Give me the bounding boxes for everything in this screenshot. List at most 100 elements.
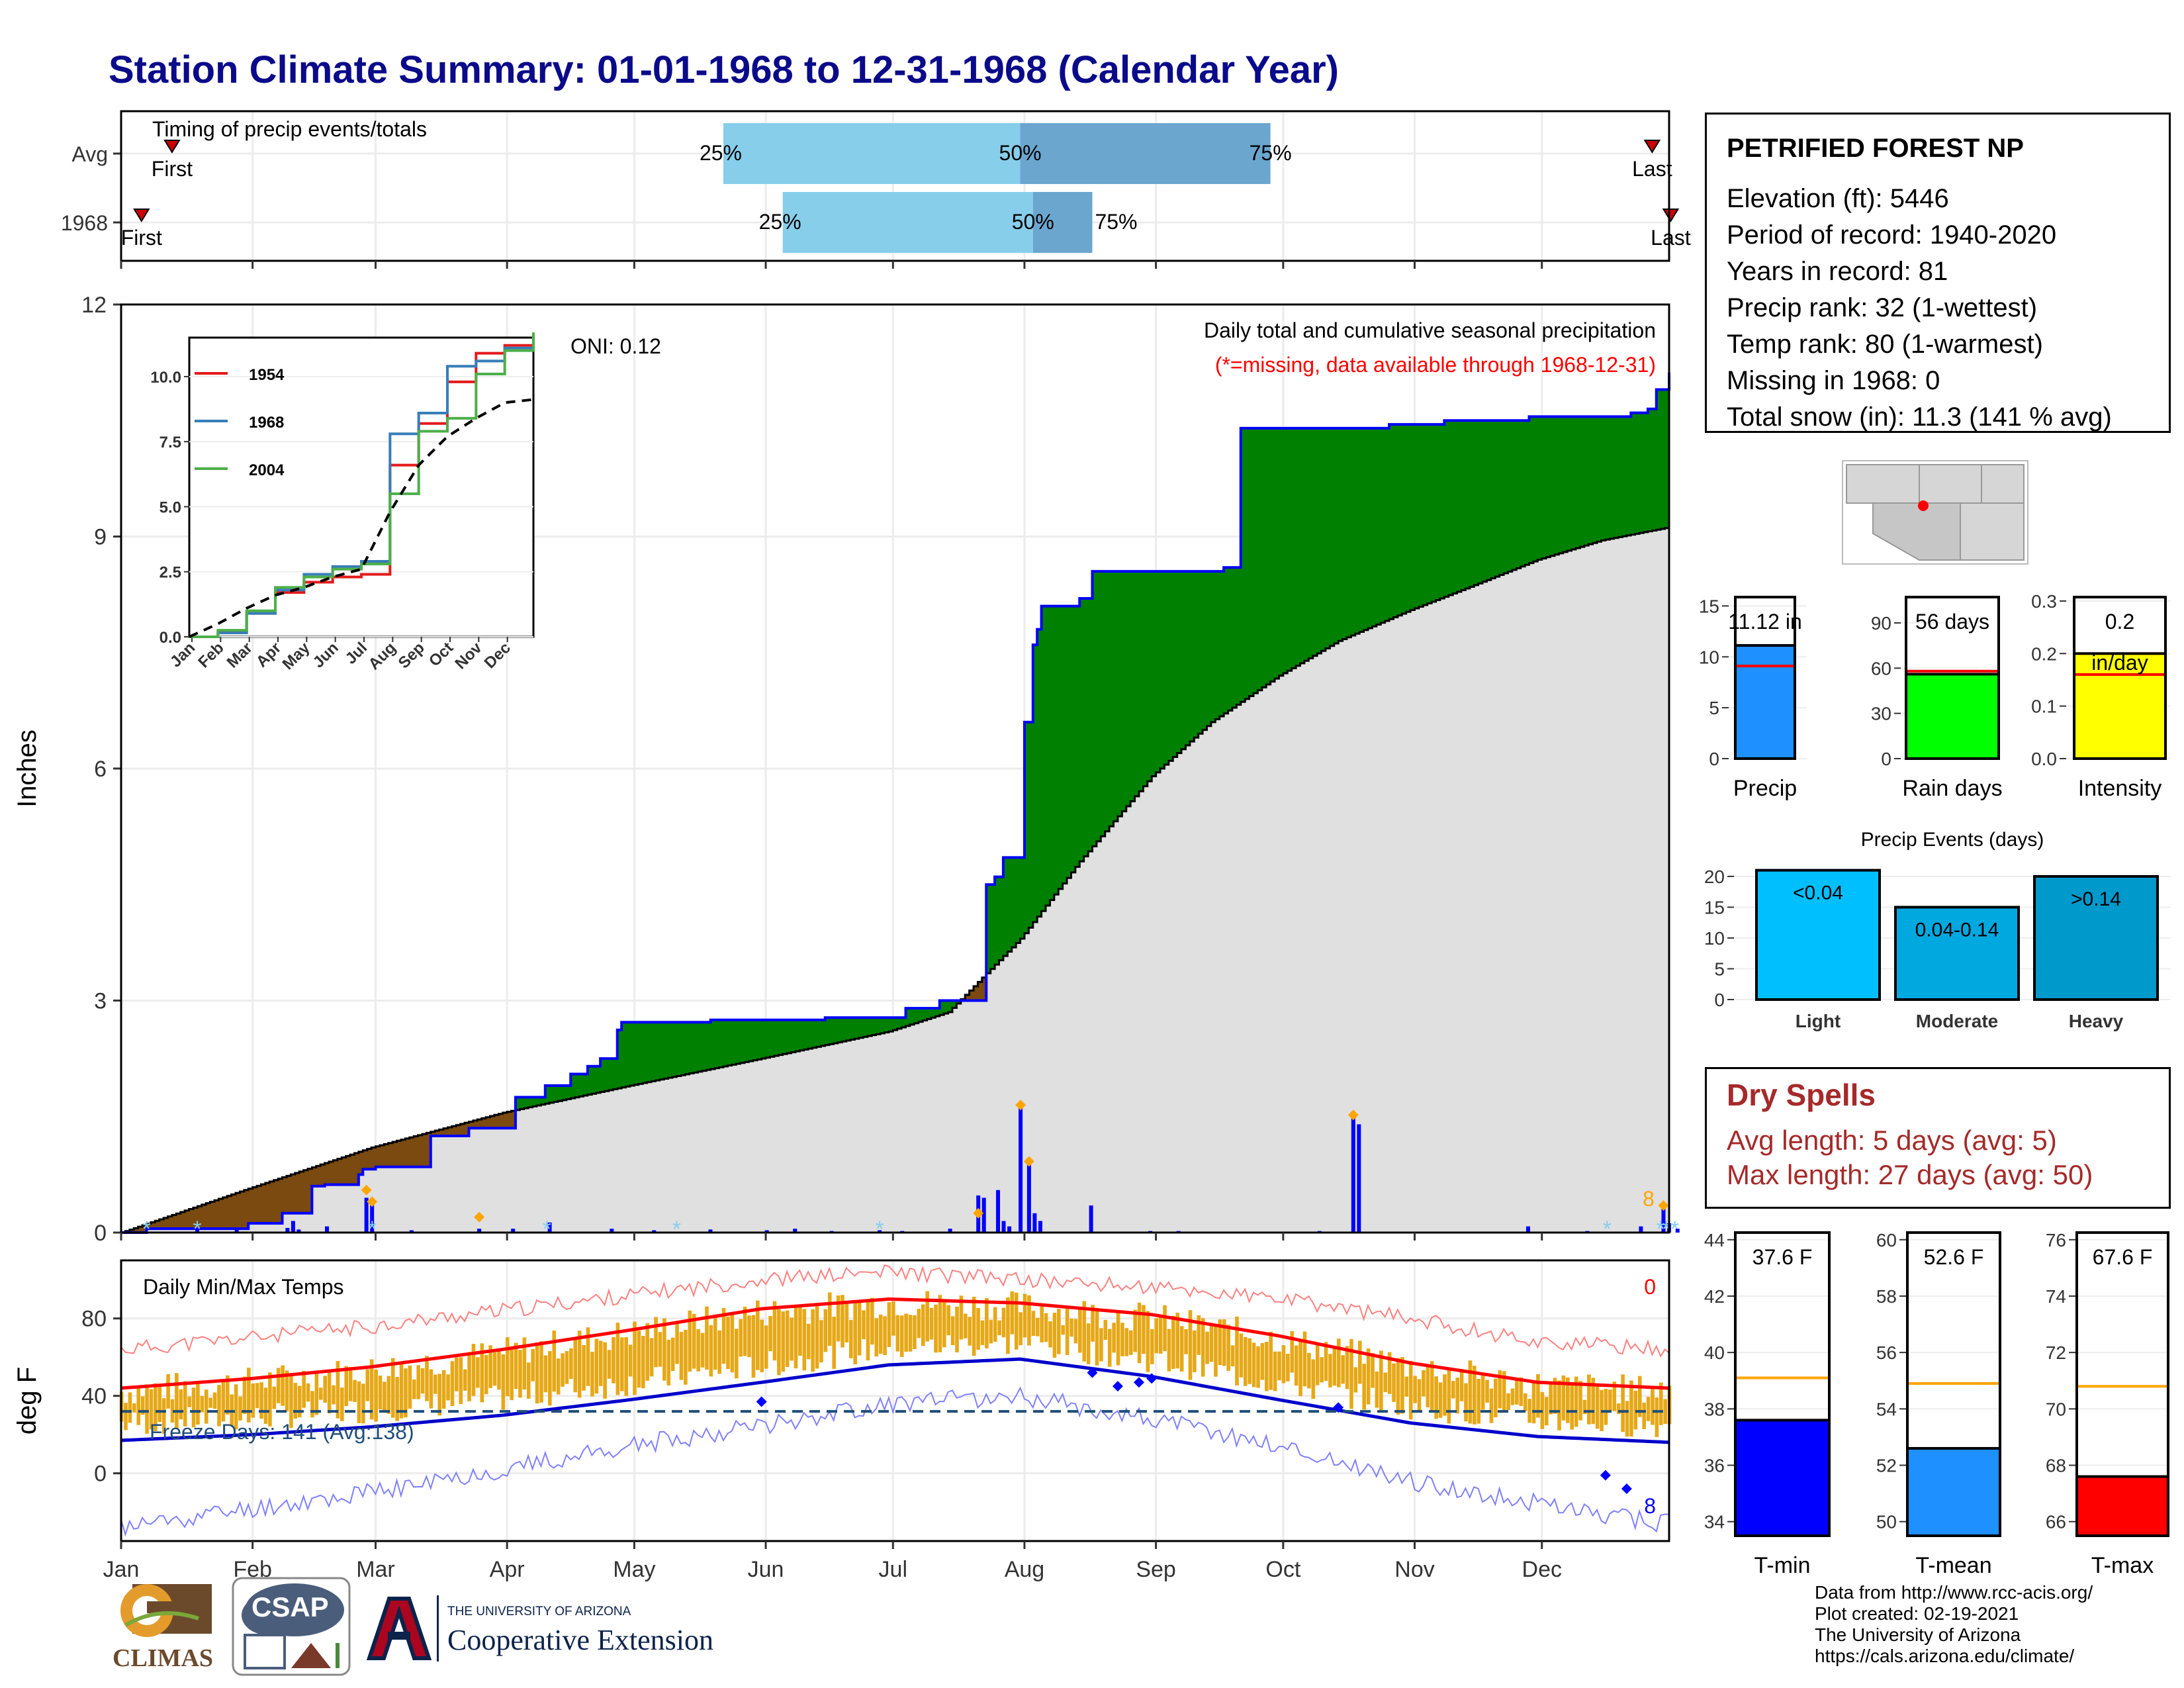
precip-below-avg-fill	[400, 1139, 406, 1167]
precip-below-avg-fill	[430, 1131, 435, 1136]
temps-daily-range-bar	[441, 1370, 446, 1409]
precip-max-marker	[474, 1211, 485, 1223]
climas-logo: CLIMAS	[106, 1579, 222, 1675]
temps-daily-range-bar	[310, 1391, 314, 1418]
precip-above-avg-fill	[859, 1017, 864, 1038]
temps-daily-range-bar	[1523, 1393, 1527, 1411]
precip-above-avg-fill	[1647, 408, 1653, 532]
precip-above-avg-fill	[1164, 571, 1169, 765]
tmin_bar-y-tick-label: 38	[1704, 1399, 1725, 1419]
temps-daily-range-bar	[760, 1319, 764, 1372]
precip-above-avg-fill	[1444, 420, 1449, 597]
temps-daily-range-bar	[302, 1370, 306, 1408]
temps-daily-range-bar	[1277, 1351, 1281, 1381]
temps-daily-range-bar	[887, 1302, 891, 1347]
precip-above-avg-fill	[1016, 857, 1021, 943]
precip-above-avg-fill	[1003, 857, 1008, 957]
precip-below-avg-fill	[367, 1149, 372, 1170]
precip-above-avg-fill	[1024, 722, 1029, 933]
temps-daily-range-bar	[183, 1381, 187, 1427]
precip-above-avg-fill	[1381, 428, 1386, 623]
temps-daily-range-bar	[412, 1380, 416, 1399]
temps-daily-range-bar	[1103, 1319, 1108, 1340]
temps-daily-range-bar	[336, 1360, 340, 1419]
precip-above-avg-fill	[1198, 571, 1203, 734]
precip-above-avg-fill	[1410, 424, 1416, 610]
precip-above-avg-fill	[604, 1058, 610, 1092]
precip-above-avg-fill	[545, 1086, 550, 1104]
precip-snow-marker: *	[672, 1217, 681, 1242]
precip-max-marker	[1658, 1200, 1669, 1211]
precip-above-avg-fill	[1643, 412, 1649, 532]
precip-above-avg-fill	[745, 1019, 750, 1062]
temps-daily-range-bar	[1544, 1397, 1549, 1426]
precip-below-avg-fill	[201, 1204, 206, 1229]
timing-row-label: Avg	[71, 142, 108, 166]
precip-below-avg-fill	[299, 1171, 304, 1213]
precip-above-avg-fill	[1372, 428, 1377, 627]
temps-daily-range-bar	[670, 1337, 675, 1372]
timing-q75-label: 75%	[1095, 210, 1137, 234]
precip-below-avg-fill	[295, 1173, 300, 1213]
temps-daily-range-bar	[1375, 1371, 1379, 1408]
precip-above-avg-fill	[1520, 420, 1525, 567]
temps-daily-range-bar	[1290, 1331, 1295, 1373]
tmin_bar-y-tick-label: 44	[1704, 1230, 1725, 1250]
temps-daily-range-bar	[1353, 1367, 1358, 1393]
precip-above-avg-fill	[1007, 857, 1013, 952]
temps-daily-range-bar	[365, 1369, 370, 1401]
temps-daily-range-bar	[1260, 1342, 1265, 1380]
precip-below-avg-fill	[142, 1225, 148, 1233]
precip-above-avg-fill	[1245, 428, 1250, 699]
temps-daily-range-bar	[1230, 1345, 1235, 1367]
precip-above-avg-fill	[523, 1097, 529, 1109]
precip-below-avg-fill	[236, 1193, 241, 1229]
precip-above-avg-fill	[651, 1022, 657, 1082]
precip-above-avg-fill	[1071, 606, 1076, 872]
precip-above-avg-fill	[1270, 428, 1275, 682]
footer-url[interactable]: https://cals.arizona.edu/climate/	[1815, 1646, 2075, 1666]
precip-above-avg-fill	[1541, 416, 1547, 559]
precip-above-avg-fill	[1261, 428, 1267, 688]
csap-logo-text: CSAP	[251, 1591, 329, 1622]
precip-daily-bar	[708, 1229, 713, 1233]
temps-daily-range-bar	[603, 1342, 607, 1399]
temps-daily-range-bar	[1341, 1355, 1345, 1384]
intensity_bar-value-bar	[2073, 652, 2167, 761]
temps-daily-range-bar	[764, 1325, 768, 1369]
temps-daily-range-bar	[353, 1380, 357, 1402]
precip-above-avg-fill	[1037, 629, 1042, 917]
precip-above-avg-fill	[1321, 428, 1326, 651]
temps-daily-range-bar	[1434, 1376, 1438, 1419]
temps-daily-range-bar	[226, 1375, 230, 1415]
precip-below-avg-fill	[379, 1145, 385, 1167]
precip-daily-bar	[610, 1229, 614, 1233]
precip-below-avg-fill	[341, 1157, 347, 1185]
events-category-label: Light	[1796, 1011, 1841, 1031]
precip-above-avg-fill	[1610, 416, 1615, 539]
temps-daily-range-bar	[721, 1307, 726, 1364]
temps-daily-range-bar	[263, 1387, 268, 1424]
precip-above-avg-fill	[1363, 428, 1369, 630]
temps-daily-range-bar	[633, 1321, 637, 1395]
temps-daily-range-bar	[1629, 1380, 1633, 1437]
precip-above-avg-fill	[986, 884, 991, 974]
temps-daily-range-bar	[251, 1383, 255, 1418]
temps-daily-range-bar	[242, 1376, 247, 1414]
events-y-tick-label: 20	[1704, 867, 1725, 887]
temps-daily-range-bar	[1188, 1310, 1193, 1380]
ua-big-text: Cooperative Extension	[447, 1624, 714, 1656]
events-bar-label: 0.04-0.14	[1915, 919, 1999, 941]
precip-above-avg-fill	[1249, 428, 1254, 696]
timing-q50-75-bar	[1032, 192, 1093, 253]
timing-first-label: First	[152, 157, 193, 181]
temps-daily-range-bar	[1163, 1305, 1167, 1352]
precip-below-avg-fill	[358, 1151, 363, 1175]
precip-below-avg-fill	[426, 1133, 432, 1167]
temps-daily-range-bar	[1519, 1377, 1524, 1407]
precip-daily-bar	[195, 1229, 200, 1233]
temps-daily-range-bar	[416, 1365, 420, 1399]
temps-daily-range-bar	[1078, 1307, 1082, 1353]
precip-above-avg-fill	[1499, 420, 1504, 575]
temps-daily-range-bar	[208, 1397, 212, 1408]
